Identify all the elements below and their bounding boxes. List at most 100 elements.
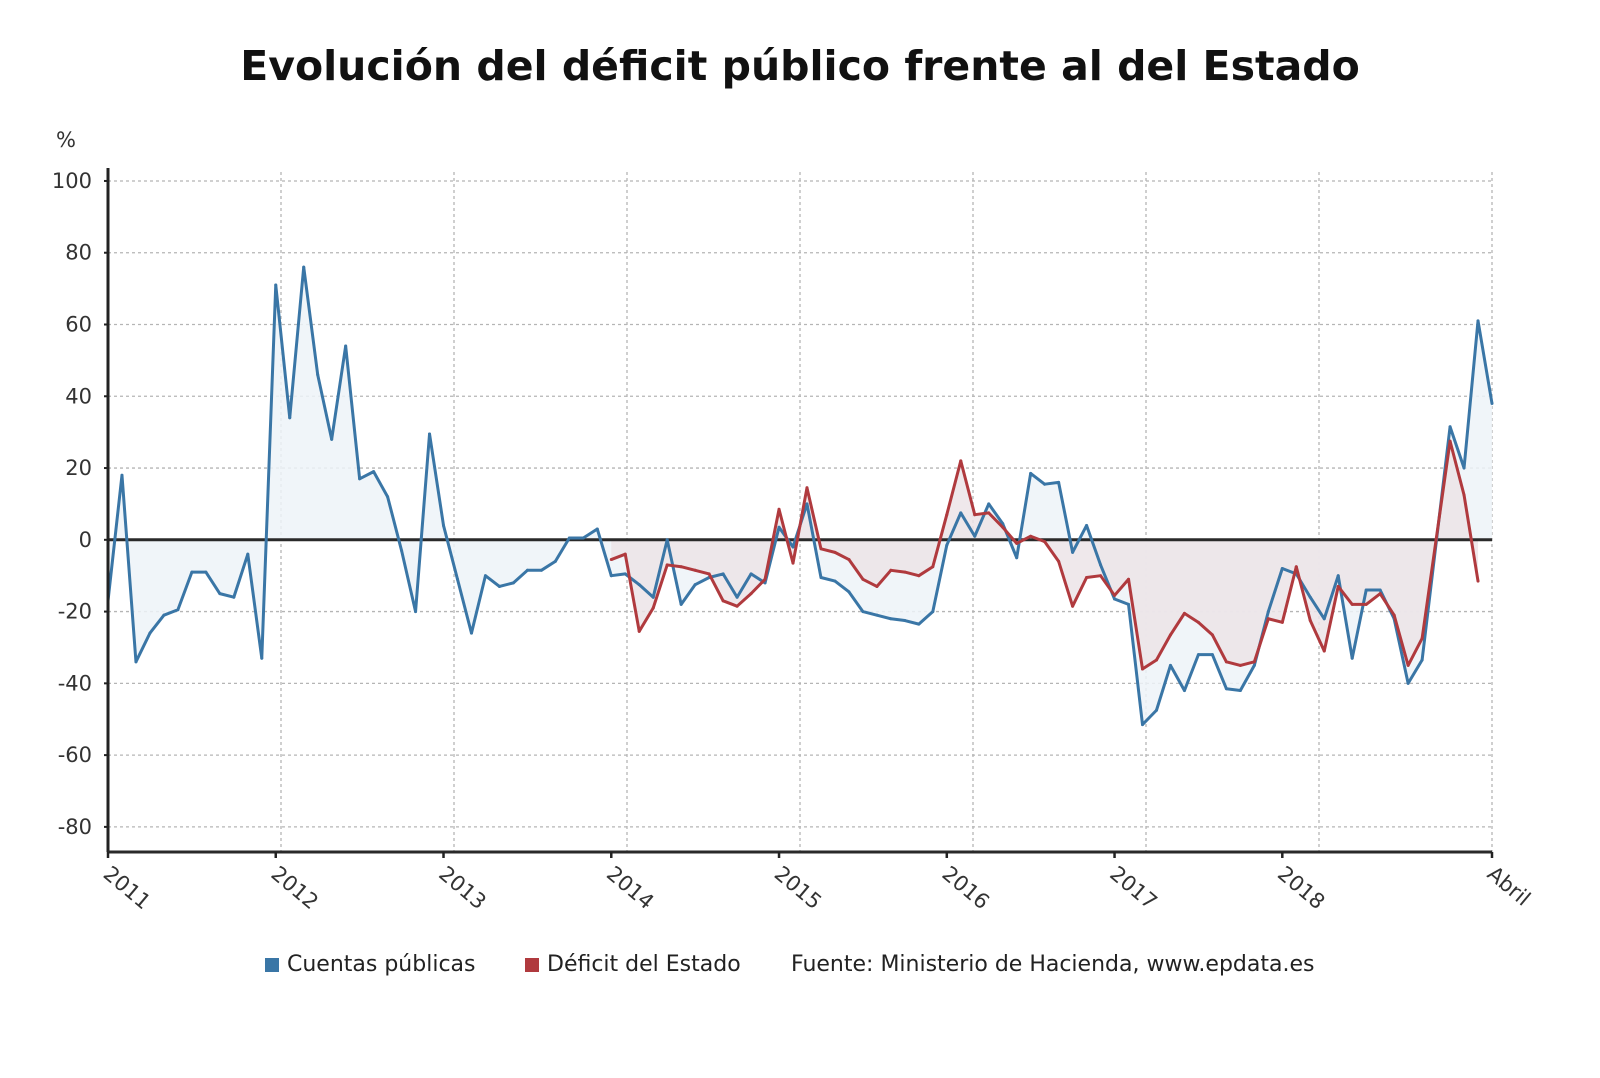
data-point bbox=[553, 559, 557, 563]
data-point bbox=[1043, 540, 1047, 544]
data-point bbox=[567, 536, 571, 540]
data-point bbox=[1210, 653, 1214, 657]
data-point bbox=[288, 416, 292, 420]
data-point bbox=[330, 437, 334, 441]
data-point bbox=[861, 610, 865, 614]
data-point bbox=[931, 610, 935, 614]
data-point bbox=[693, 568, 697, 572]
x-tick-label: Abril bbox=[1483, 861, 1535, 910]
data-point bbox=[1015, 541, 1019, 545]
data-point bbox=[1141, 723, 1145, 727]
data-point bbox=[1029, 534, 1033, 538]
legend-swatch-red bbox=[525, 957, 539, 972]
data-point bbox=[623, 572, 627, 576]
data-point bbox=[651, 595, 655, 599]
data-point bbox=[791, 561, 795, 565]
x-tick-label: 2012 bbox=[267, 861, 323, 914]
legend-item-deficit: Déficit del Estado bbox=[525, 952, 741, 977]
data-point bbox=[1238, 663, 1242, 667]
data-point bbox=[595, 527, 599, 531]
data-point bbox=[1071, 604, 1075, 608]
data-point bbox=[1196, 620, 1200, 624]
data-point bbox=[973, 513, 977, 517]
data-point bbox=[917, 622, 921, 626]
data-point bbox=[1350, 656, 1354, 660]
data-point bbox=[1476, 319, 1480, 323]
data-point bbox=[735, 595, 739, 599]
data-point bbox=[665, 563, 669, 567]
data-point bbox=[665, 538, 669, 542]
data-point bbox=[134, 660, 138, 664]
data-point bbox=[442, 523, 446, 527]
data-point bbox=[302, 265, 306, 269]
data-point bbox=[1266, 610, 1270, 614]
data-point bbox=[483, 574, 487, 578]
y-tick-label: -80 bbox=[58, 815, 92, 839]
data-point bbox=[1420, 636, 1424, 640]
x-tick-label: 2011 bbox=[99, 861, 155, 914]
data-point bbox=[777, 525, 781, 529]
series-area-1 bbox=[611, 441, 1479, 669]
data-point bbox=[861, 577, 865, 581]
data-point bbox=[987, 511, 991, 515]
data-point bbox=[1462, 493, 1466, 497]
data-point bbox=[1378, 588, 1382, 592]
data-point bbox=[1420, 658, 1424, 662]
data-point bbox=[721, 572, 725, 576]
data-point bbox=[204, 570, 208, 574]
data-point bbox=[903, 619, 907, 623]
data-point bbox=[735, 604, 739, 608]
data-point bbox=[232, 595, 236, 599]
data-point bbox=[637, 629, 641, 633]
data-point bbox=[609, 574, 613, 578]
data-point bbox=[316, 373, 320, 377]
data-point bbox=[274, 283, 278, 287]
data-point bbox=[400, 549, 404, 553]
data-point bbox=[1462, 466, 1466, 470]
data-point bbox=[1448, 439, 1452, 443]
data-point bbox=[973, 534, 977, 538]
data-point bbox=[847, 590, 851, 594]
data-point bbox=[1350, 602, 1354, 606]
data-point bbox=[1336, 574, 1340, 578]
data-point bbox=[148, 631, 152, 635]
legend-swatch-blue bbox=[265, 957, 279, 972]
data-point bbox=[1168, 633, 1172, 637]
data-point bbox=[1182, 689, 1186, 693]
data-point bbox=[749, 572, 753, 576]
x-tick-label: 2014 bbox=[602, 861, 658, 914]
data-point bbox=[987, 502, 991, 506]
data-point bbox=[1364, 588, 1368, 592]
data-point bbox=[358, 477, 362, 481]
data-point bbox=[1378, 592, 1382, 596]
data-point bbox=[1252, 660, 1256, 664]
data-point bbox=[931, 565, 935, 569]
data-point bbox=[1127, 602, 1131, 606]
y-tick-label: 100 bbox=[52, 169, 92, 193]
data-point bbox=[805, 486, 809, 490]
data-point bbox=[1252, 663, 1256, 667]
data-point bbox=[1113, 593, 1117, 597]
data-point bbox=[190, 570, 194, 574]
data-point bbox=[1322, 617, 1326, 621]
y-tick-label: -60 bbox=[58, 743, 92, 767]
data-point bbox=[1308, 595, 1312, 599]
data-point bbox=[176, 608, 180, 612]
data-point bbox=[1029, 471, 1033, 475]
data-point bbox=[1015, 556, 1019, 560]
source-note: Fuente: Ministerio de Hacienda, www.epda… bbox=[791, 952, 1314, 977]
data-point bbox=[847, 558, 851, 562]
data-point bbox=[1294, 565, 1298, 569]
data-point bbox=[1099, 574, 1103, 578]
data-point bbox=[875, 584, 879, 588]
data-point bbox=[1434, 538, 1438, 542]
data-point bbox=[1182, 611, 1186, 615]
data-point bbox=[1085, 523, 1089, 527]
data-point bbox=[777, 507, 781, 511]
data-point bbox=[819, 575, 823, 579]
data-point bbox=[1322, 649, 1326, 653]
legend-label: Cuentas públicas bbox=[287, 952, 476, 977]
data-point bbox=[1001, 525, 1005, 529]
data-point bbox=[1280, 620, 1284, 624]
